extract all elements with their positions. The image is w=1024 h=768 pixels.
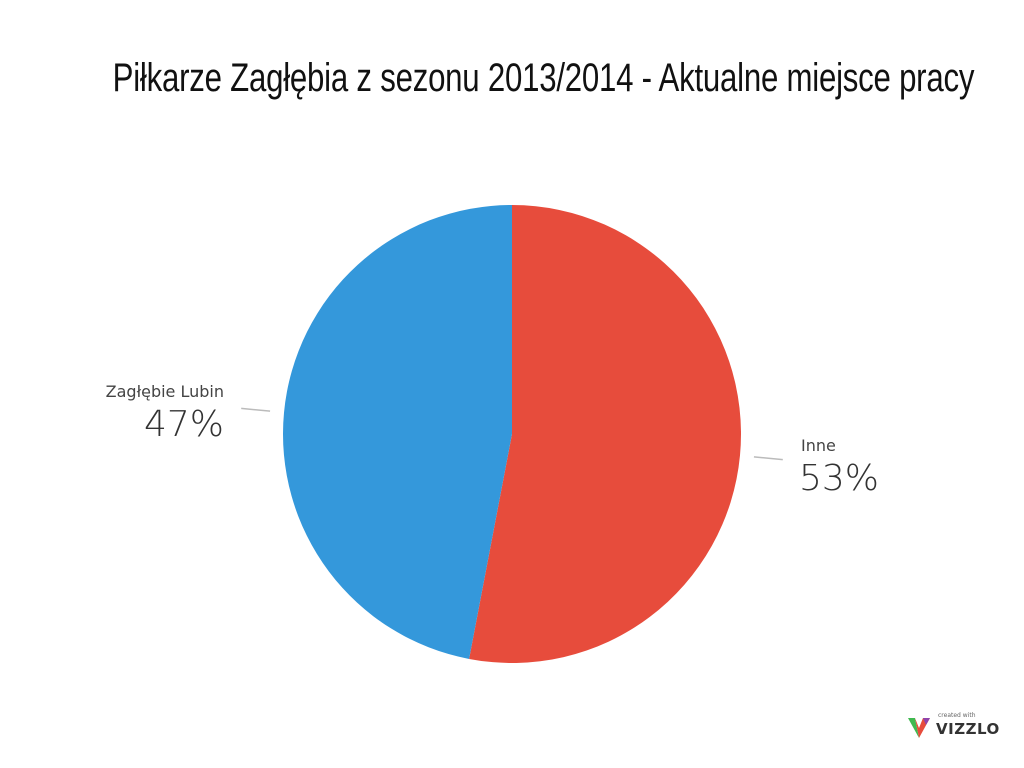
watermark-caption: created with <box>938 712 976 719</box>
pie-slice-inne <box>469 205 741 663</box>
watermark-brand: VIZZLO <box>936 720 1000 738</box>
vizzlo-logo-icon <box>908 718 930 738</box>
slice-label-inne: Inne <box>801 436 836 455</box>
slice-label-zaglebie-lubin: Zagłębie Lubin <box>105 382 224 401</box>
slice-value-zaglebie-lubin: 47% <box>143 404 224 445</box>
vizzlo-watermark[interactable]: created with VIZZLO <box>906 712 1006 740</box>
slice-value-inne: 53% <box>799 458 880 499</box>
pie-slice-zagłębie-lubin <box>282 205 512 659</box>
leader-line-inne <box>753 456 783 461</box>
chart-title: Piłkarze Zagłębia z sezonu 2013/2014 - A… <box>112 56 975 100</box>
leader-line-zagłębie-lubin <box>241 407 271 412</box>
